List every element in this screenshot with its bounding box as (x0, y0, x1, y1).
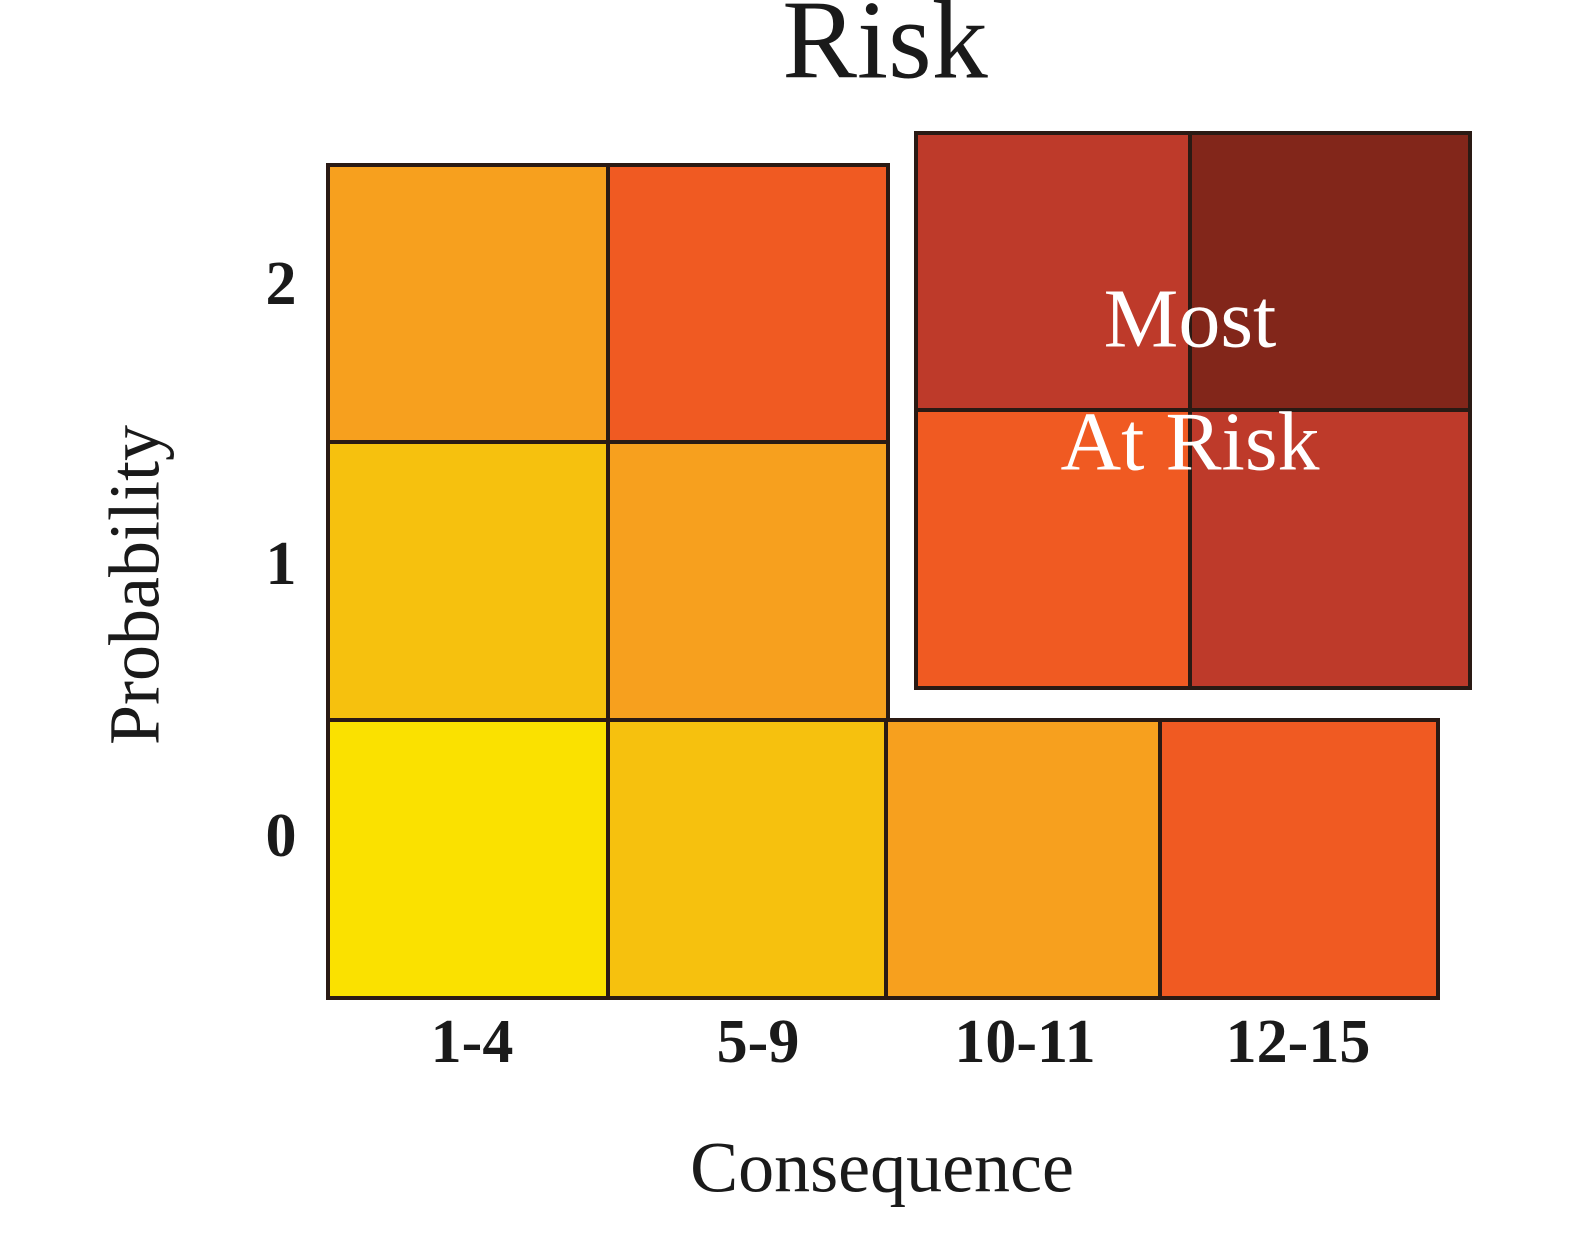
cell (606, 718, 888, 1000)
x-tick-label: 5-9 (717, 1008, 800, 1076)
cell (326, 718, 610, 1000)
y-axis-label: Probability (95, 425, 175, 745)
x-tick-label: 1-4 (431, 1008, 514, 1076)
cell (1188, 408, 1472, 690)
title: Risk (782, 0, 987, 103)
annotation: Most (1104, 272, 1277, 365)
cell (326, 163, 610, 444)
cell (326, 440, 610, 722)
x-tick-label: 12-15 (1226, 1008, 1371, 1076)
cell (1158, 718, 1440, 1000)
cells (326, 131, 1472, 1000)
y-tick-label: 1 (266, 530, 297, 598)
x-axis-label: Consequence (690, 1128, 1074, 1208)
cell (606, 440, 890, 722)
cell (1188, 131, 1472, 412)
cell (884, 718, 1162, 1000)
cell (914, 408, 1192, 690)
y-tick-label: 0 (266, 802, 297, 870)
y-tick-label: 2 (266, 250, 297, 318)
annotation: At Risk (1060, 395, 1319, 488)
labels: 1-4 5-9 10-11 12-15 0 1 2 Most At Risk (266, 250, 1371, 1076)
x-tick-label: 10-11 (954, 1008, 1095, 1076)
cell (914, 131, 1192, 412)
cell (606, 163, 890, 444)
